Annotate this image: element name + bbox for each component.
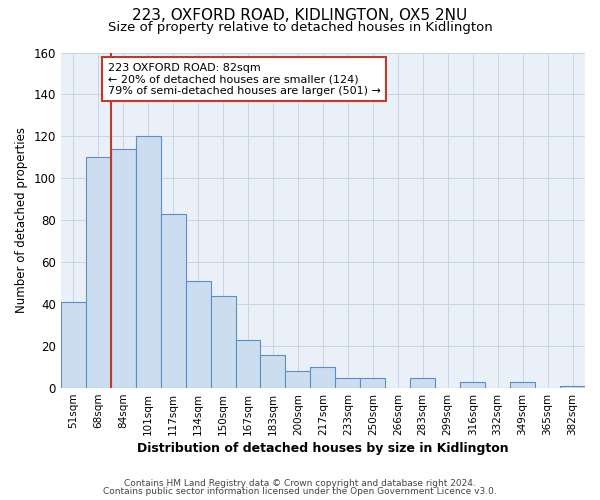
Bar (61, 302, 86, 388)
Bar (361, 378, 385, 388)
Bar (286, 372, 310, 388)
Bar (335, 378, 361, 388)
Text: 223, OXFORD ROAD, KIDLINGTON, OX5 2NU: 223, OXFORD ROAD, KIDLINGTON, OX5 2NU (133, 8, 467, 22)
Bar (260, 354, 286, 388)
Bar (86, 158, 111, 388)
Text: Contains HM Land Registry data © Crown copyright and database right 2024.: Contains HM Land Registry data © Crown c… (124, 478, 476, 488)
Bar (236, 340, 260, 388)
Bar (410, 378, 435, 388)
Bar (211, 296, 236, 388)
Bar (460, 382, 485, 388)
Y-axis label: Number of detached properties: Number of detached properties (15, 128, 28, 314)
Text: Contains public sector information licensed under the Open Government Licence v3: Contains public sector information licen… (103, 487, 497, 496)
Bar (161, 214, 185, 388)
Text: Size of property relative to detached houses in Kidlington: Size of property relative to detached ho… (107, 21, 493, 34)
X-axis label: Distribution of detached houses by size in Kidlington: Distribution of detached houses by size … (137, 442, 509, 455)
Bar (510, 382, 535, 388)
Bar (560, 386, 585, 388)
Bar (310, 367, 335, 388)
Bar (185, 281, 211, 388)
Bar (136, 136, 161, 388)
Text: 223 OXFORD ROAD: 82sqm
← 20% of detached houses are smaller (124)
79% of semi-de: 223 OXFORD ROAD: 82sqm ← 20% of detached… (108, 62, 381, 96)
Bar (111, 149, 136, 388)
